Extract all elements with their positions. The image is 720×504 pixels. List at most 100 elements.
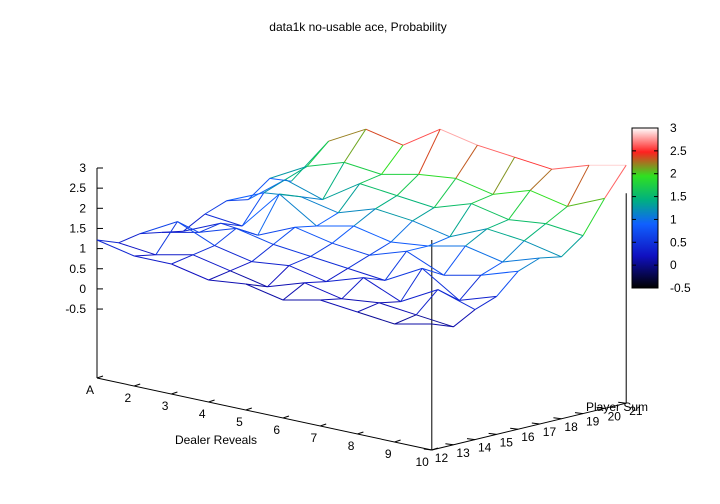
surface-edge [140, 221, 178, 235]
surface-edge [357, 302, 380, 313]
surface-edge [486, 219, 509, 230]
surface-edge [433, 178, 457, 208]
surface-edge [380, 144, 404, 175]
surface-edge [369, 241, 392, 256]
x-tick-mark [357, 431, 364, 435]
surface-edge [118, 233, 141, 244]
y-tick-label: 21 [629, 404, 643, 418]
surface-edge [325, 267, 349, 283]
surface-edge [320, 299, 358, 313]
z-tick-label: 1.5 [69, 221, 86, 235]
surface-edge [508, 190, 531, 220]
surface-edge [428, 236, 450, 247]
surface-edge [344, 161, 382, 175]
surface-edge [530, 189, 568, 207]
colorbar-tick-label: -0.5 [670, 281, 691, 295]
surface-edge [134, 254, 156, 257]
surface-edge [322, 162, 345, 200]
surface-edge [363, 277, 401, 303]
x-tick-mark [96, 375, 104, 379]
surface-edge [566, 164, 590, 207]
surface-edge [155, 221, 178, 256]
surface-edge [171, 263, 209, 281]
surface-edge [257, 226, 296, 236]
colorbar: 3 2.5 2 1.5 1 0.5 0 -0.5 [631, 121, 691, 295]
surface-edge [236, 227, 274, 245]
x-tick-mark [171, 391, 178, 395]
surface-edge [443, 245, 466, 276]
surface-edge [282, 282, 305, 301]
z-tick-label: 0.5 [69, 262, 86, 276]
surface-edge [375, 208, 413, 222]
surface-edge [230, 270, 268, 288]
x-tick-mark [208, 399, 215, 403]
x-tick-mark [394, 439, 401, 443]
surface-edge [539, 256, 562, 259]
surface-edge [140, 231, 162, 235]
surface-edge [474, 295, 497, 311]
surface-edge [285, 179, 323, 201]
y-tick-mark [423, 448, 432, 451]
surface-edge [341, 277, 364, 300]
surface-edge [390, 220, 413, 243]
surface-edge [384, 267, 423, 281]
surface-edge [338, 208, 376, 214]
surface-edge [304, 281, 327, 284]
y-tick-mark [574, 412, 584, 415]
surface-edge [241, 193, 280, 227]
y-tick-label: 20 [608, 409, 622, 423]
colorbar-tick-label: 2 [670, 167, 677, 181]
surface-edge [561, 235, 584, 258]
surface-edge [508, 219, 546, 225]
surface-edge [347, 267, 386, 281]
surface-edge [306, 140, 329, 167]
x-tick-label: 6 [273, 423, 280, 437]
surface-edge [496, 270, 519, 297]
surface-edge [204, 213, 243, 227]
surface-edge [316, 212, 339, 227]
surface-edge [192, 245, 215, 256]
surface-edge [492, 189, 531, 195]
surface-edge [241, 192, 265, 227]
surface-edge [214, 245, 252, 263]
y-tick-label: 16 [521, 430, 535, 444]
surface-edge [294, 225, 317, 228]
surface-edge [347, 254, 370, 269]
surface-edge [279, 193, 302, 198]
chart-title: data1k no-usable ace, Probability [269, 20, 446, 34]
colorbar-gradient [631, 127, 659, 289]
surface-edge [459, 274, 482, 301]
surface-edge [269, 165, 308, 179]
surface-edge [263, 179, 286, 194]
surface-edge [418, 173, 456, 179]
colorbar-tick-label: 0.5 [670, 235, 687, 249]
surface-edge [523, 223, 547, 242]
surface-edge [331, 225, 355, 244]
surface-edge [369, 250, 407, 256]
surface-edge [502, 240, 525, 263]
y-tick-mark [510, 427, 519, 430]
surface-edge [337, 183, 361, 214]
surface-edge [343, 128, 367, 163]
y-tick-label: 15 [500, 435, 514, 449]
surface-edge [300, 196, 323, 201]
surface-edge [171, 254, 194, 265]
surface-edge [465, 228, 488, 247]
surface-edge [177, 221, 200, 233]
surface-edge [332, 242, 370, 256]
surface-edge [480, 270, 519, 276]
axes-box [96, 168, 627, 451]
surface-edge [375, 195, 398, 210]
x-tick-label: 5 [236, 415, 243, 429]
surface-edge [402, 128, 441, 146]
surface-edge [480, 261, 503, 276]
surface-edge [517, 257, 541, 272]
surface-edge [247, 178, 271, 200]
surface-edge [415, 289, 439, 316]
surface-edge [465, 245, 503, 263]
colorbar-tick-label: 0 [670, 258, 677, 272]
surface-edge [378, 302, 417, 316]
y-tick-mark [553, 417, 562, 420]
surface-edge [310, 255, 348, 269]
surface-edge [134, 255, 172, 265]
